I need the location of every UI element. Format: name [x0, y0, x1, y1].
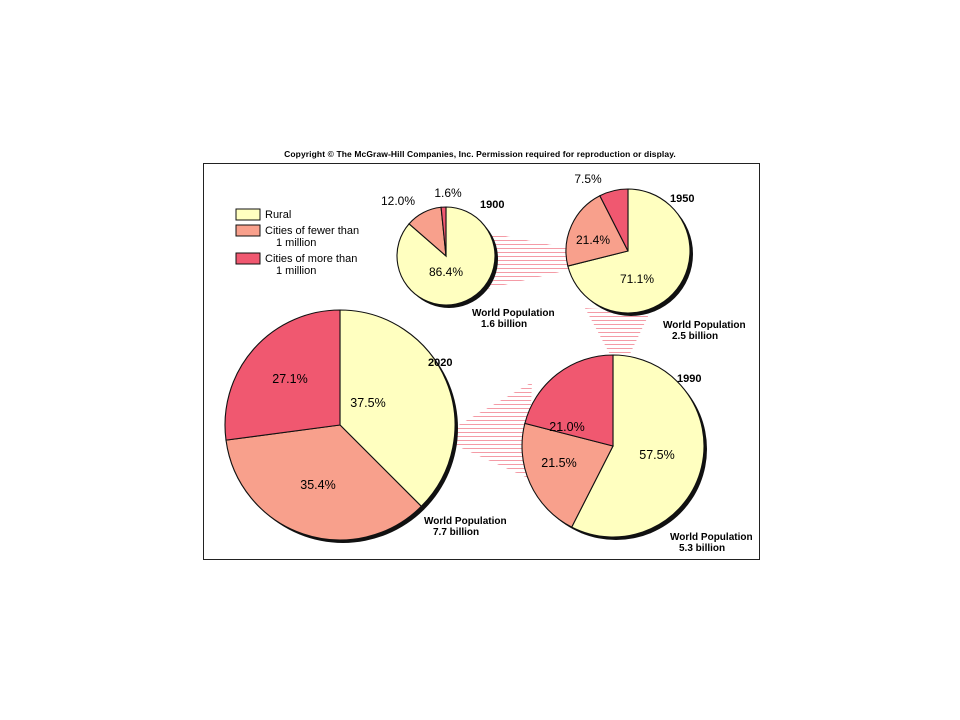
slice-1990-rural [570, 354, 705, 538]
slice-1950-rural [567, 188, 691, 314]
legend: Rural Cities of fewer than 1 million Cities… [235, 208, 359, 277]
data-label-1900-rural: 86.4% [429, 265, 463, 279]
slice-1900-large-cities [440, 206, 447, 257]
pie-1990: 57.5% 21.5% 21.0% 1990 World Population 5.3 b… [521, 354, 753, 554]
slice-1990-large-cities [524, 354, 614, 447]
data-label-1950-large-cities: 7.5% [574, 172, 602, 186]
year-label-1900: 1900 [480, 199, 504, 211]
legend-label-rural: Rural [265, 209, 291, 221]
legend-label-large-cities: Cities of more than 1 million [265, 253, 357, 277]
data-label-1950-small-cities: 21.4% [576, 233, 610, 247]
year-label-1990: 1990 [677, 373, 701, 385]
copyright-notice: Copyright © The McGraw-Hill Companies, I… [284, 149, 676, 159]
slice-1950-large-cities [599, 188, 629, 252]
slice-2020-large-cities [224, 309, 341, 441]
legend-swatch-rural [235, 208, 261, 221]
data-label-1900-small-cities: 12.0% [381, 194, 415, 208]
data-label-1900-large-cities: 1.6% [434, 186, 462, 200]
data-label-2020-large-cities: 27.1% [272, 372, 307, 386]
slice-1950-small-cities [565, 195, 629, 267]
pie-2020: 37.5% 35.4% 27.1% 2020 World Population 7.7 b… [224, 309, 507, 543]
slice-1990-small-cities [521, 422, 614, 528]
population-label-2020: World Population 7.7 billion [424, 516, 507, 538]
data-label-1990-small-cities: 21.5% [541, 456, 576, 470]
data-label-1990-rural: 57.5% [639, 448, 674, 462]
figure-frame [203, 163, 760, 560]
connector-band-0 [478, 233, 578, 291]
year-label-1950: 1950 [670, 193, 694, 205]
slice-2020-rural [339, 309, 456, 508]
slice-2020-small-cities [225, 424, 423, 541]
connector-bands [455, 233, 650, 478]
pie-group: 86.4% 12.0% 1.6% 1900 World Population 1.6 bi… [224, 172, 753, 554]
legend-swatch-small-cities [235, 224, 261, 237]
slice-1900-rural [396, 206, 496, 306]
data-label-2020-rural: 37.5% [350, 396, 385, 410]
connector-band-2 [455, 382, 532, 478]
population-label-1900: World Population 1.6 billion [472, 308, 555, 330]
data-label-1950-rural: 71.1% [620, 272, 654, 286]
pie-1950: 71.1% 21.4% 7.5% 1950 World Population 2.5 bi… [565, 172, 746, 342]
connector-band-1 [585, 308, 650, 358]
pie-1900: 86.4% 12.0% 1.6% 1900 World Population 1.6 bi… [381, 186, 555, 330]
data-label-1990-large-cities: 21.0% [549, 420, 584, 434]
data-label-2020-small-cities: 35.4% [300, 478, 335, 492]
legend-swatch-large-cities [235, 252, 261, 265]
population-label-1950: World Population 2.5 billion [663, 320, 746, 342]
population-label-1990: World Population 5.3 billion [670, 532, 753, 554]
year-label-2020: 2020 [428, 357, 452, 369]
legend-label-small-cities: Cities of fewer than 1 million [265, 225, 359, 249]
